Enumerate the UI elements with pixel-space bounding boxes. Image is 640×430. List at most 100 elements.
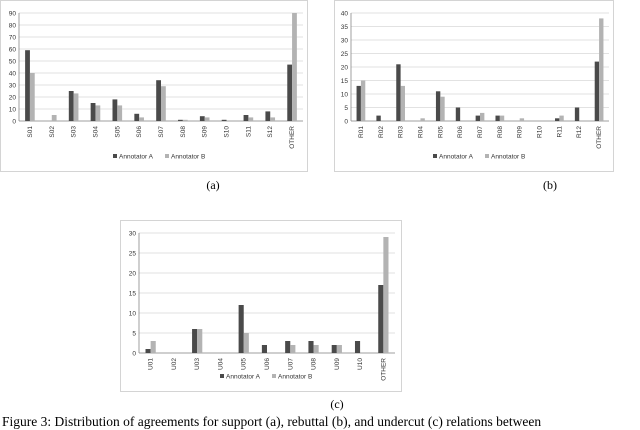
bar-annotator-a	[495, 115, 500, 121]
x-tick-label: R04	[417, 126, 424, 138]
bar-annotator-a	[261, 345, 267, 353]
bar-annotator-a	[285, 341, 291, 353]
x-tick-label: S10	[224, 126, 231, 138]
x-tick-label: R06	[457, 126, 464, 138]
bar-annotator-b	[95, 105, 101, 121]
bar-annotator-b	[117, 105, 123, 121]
bar-annotator-a	[396, 64, 401, 121]
x-tick-label: S03	[71, 126, 78, 138]
legend-label: Annotator A	[119, 154, 154, 161]
bar-annotator-a	[376, 115, 381, 121]
x-tick-label: S08	[180, 126, 187, 138]
panel-label-b: (b)	[543, 178, 557, 192]
panel-label-a: (a)	[206, 178, 220, 192]
y-tick-label: 20	[129, 271, 137, 278]
chart-panel-b: 0 5 10 15 20 25 30 35 40 R01 R02 R03 R04 R05 R06 R07 R08…	[334, 0, 614, 172]
x-tick-label: U07	[287, 358, 294, 370]
bar-annotator-a	[192, 329, 198, 353]
bar-annotator-a	[356, 85, 361, 121]
x-tick-label: OTHER	[596, 126, 603, 149]
legend-swatch	[272, 374, 276, 378]
x-tick-label: S02	[49, 126, 56, 138]
bar-annotator-b	[559, 115, 564, 121]
y-tick-label: 10	[341, 92, 349, 99]
x-tick-label: R05	[437, 126, 444, 138]
bar-annotator-b	[383, 237, 389, 353]
bar-annotator-b	[480, 112, 485, 121]
x-tick-label: U03	[194, 358, 201, 370]
bar-annotator-b	[270, 117, 276, 121]
y-tick-label: 15	[129, 291, 137, 298]
bar-annotator-a	[178, 119, 183, 121]
x-tick-label: U04	[217, 358, 224, 370]
x-tick-label: U09	[334, 358, 341, 370]
bar-annotator-b	[29, 73, 35, 121]
bar-annotator-b	[204, 117, 210, 121]
bar-annotator-a	[243, 115, 249, 121]
bar-annotator-a	[354, 341, 361, 353]
x-tick-label: R10	[537, 126, 544, 138]
bar-annotator-b	[290, 345, 296, 353]
y-tick-label: 10	[129, 311, 137, 318]
bar-annotator-a	[331, 345, 337, 353]
y-tick-label: 20	[9, 95, 17, 102]
bar-annotator-b	[139, 117, 144, 121]
bar-annotator-a	[555, 118, 560, 121]
y-tick-label: 30	[129, 231, 137, 238]
bar-annotator-a	[134, 113, 140, 121]
bar-annotator-a	[156, 80, 161, 121]
x-tick-label: R11	[556, 126, 563, 138]
bar-annotator-a	[265, 111, 271, 121]
x-tick-label: OTHER	[289, 126, 296, 149]
bar-annotator-a	[90, 103, 96, 121]
bar-annotator-b	[182, 119, 188, 121]
bar-annotator-a	[25, 50, 30, 122]
x-tick-label: R08	[497, 126, 504, 138]
legend-label: Annotator B	[171, 154, 205, 161]
x-tick-label: U08	[311, 358, 318, 370]
x-tick-label: R02	[378, 126, 385, 138]
bar-annotator-b	[499, 115, 505, 121]
x-tick-label: U10	[357, 358, 364, 370]
y-tick-label: 90	[9, 11, 17, 18]
bar-annotator-a	[574, 107, 580, 121]
bar-annotator-a	[238, 305, 244, 353]
y-tick-label: 70	[9, 35, 17, 42]
y-tick-label: 10	[9, 107, 17, 114]
chart-a-svg: 0 10 20 30 40 50 60 70 80 90 S01 S02 S03 S04 S05 S06 S07…	[9, 11, 303, 161]
bar-annotator-b	[73, 93, 79, 121]
bar-annotator-b	[400, 85, 405, 121]
legend-label: Annotator B	[491, 154, 525, 161]
x-tick-label: S04	[92, 126, 99, 138]
y-tick-label: 40	[9, 71, 17, 78]
legend-swatch	[113, 154, 117, 158]
y-tick-label: 80	[9, 23, 17, 30]
legend-label: Annotator A	[439, 154, 474, 161]
x-tick-label: S01	[27, 126, 34, 138]
bar-annotator-a	[594, 61, 600, 121]
bar-annotator-b	[197, 329, 203, 353]
bar-annotator-a	[145, 349, 151, 353]
y-tick-label: 5	[132, 331, 136, 338]
bar-annotator-a	[475, 115, 480, 121]
y-tick-label: 30	[341, 38, 349, 45]
bar-annotator-b	[519, 118, 525, 121]
x-tick-label: R03	[398, 126, 405, 138]
chart-c-svg: 0 5 10 15 20 25 30 U01 U02 U03 U04 U05 U06 U07 U08 U09 U…	[129, 231, 395, 381]
bar-annotator-b	[248, 117, 254, 121]
x-tick-label: S12	[267, 126, 274, 138]
bar-annotator-a	[308, 341, 314, 353]
bar-annotator-b	[336, 345, 342, 353]
bar-annotator-b	[150, 341, 156, 353]
x-tick-label: S05	[114, 126, 121, 138]
x-tick-label: R12	[576, 126, 583, 138]
y-tick-label: 25	[129, 251, 137, 258]
x-tick-label: OTHER	[380, 358, 387, 381]
x-tick-label: U05	[241, 358, 248, 370]
x-tick-label: S09	[202, 126, 209, 138]
legend-swatch	[220, 374, 224, 378]
x-tick-label: R01	[358, 126, 365, 138]
bar-annotator-b	[161, 86, 166, 121]
bar-annotator-a	[221, 119, 227, 121]
figure-caption: Figure 3: Distribution of agreements for…	[2, 414, 542, 429]
